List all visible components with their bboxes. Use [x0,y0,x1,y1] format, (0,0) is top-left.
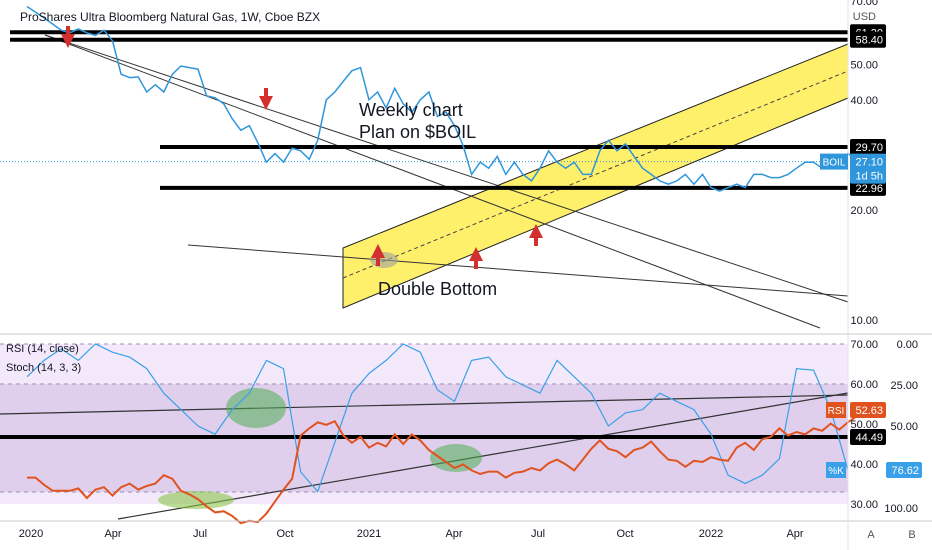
rsi-tick-label: 70.00 [850,339,878,351]
rsi-tick-label: 60.00 [850,379,878,391]
rsi-pane: RSI (14, close) Stoch (14, 3, 3) [0,333,932,525]
arrow-icon [61,26,75,48]
countdown-label: 1d 5h [855,171,883,183]
rsi-ellipse-low [158,491,234,509]
level-tag-4: 22.96 [855,183,883,195]
rsi-tick-label: 40.00 [850,459,878,471]
level-tag-3-bg [850,139,886,156]
annotation-double-bottom: Double Bottom [378,279,497,299]
rsi-series-line [27,412,866,525]
rsi-level-bg [850,429,886,445]
price-tick-top: 70.00 [850,0,878,8]
rsi-ellipse-top [226,388,286,428]
stoch-value: 76.62 [891,465,919,477]
level-tag-2: 58.40 [855,35,883,47]
stoch-tick-label: 0.00 [897,339,918,351]
annotation-weekly-chart: Weekly chart [359,100,463,120]
rsi-value: 52.63 [855,405,883,417]
rsi-trendline-lower [117,392,849,520]
time-tick-label: 2021 [357,528,381,540]
buy-marker-2 [469,247,483,269]
price-series-line [26,5,866,192]
rsi-ellipse-mid [430,444,482,472]
buy-marker-3 [529,224,543,246]
price-tick-label: 50.00 [850,59,878,71]
price-tick-label: 20.00 [850,205,878,217]
trendline-steep [44,34,821,329]
arrow-icon [259,88,273,110]
level-tag-3: 29.70 [855,142,883,154]
time-tick-label: Apr [445,528,462,540]
chart-title: ProShares Ultra Bloomberg Natural Gas, 1… [20,10,320,24]
buy-marker-1 [371,244,385,266]
stoch-value-bg [886,462,922,478]
time-tick-label: Jul [531,528,545,540]
rsi-tag-bg [826,402,846,418]
rsi-tick-label: 30.00 [850,499,878,511]
last-price-tag: 27.10 [855,157,883,169]
stoch-tick-label: 100.00 [884,503,918,515]
symbol-tag-bg [820,153,848,170]
time-tick-label: 2020 [19,528,43,540]
time-tick-label: Jul [193,528,207,540]
rsi-title: RSI (14, close) [6,343,79,355]
rsi-level-tag: 44.49 [855,432,883,444]
stoch-tick-label: 50.00 [890,421,918,433]
last-price-tag-bg [850,153,886,184]
stoch-tag-bg [826,462,846,478]
stoch-title: Stoch (14, 3, 3) [6,362,81,374]
time-tick-label: Apr [104,528,121,540]
annotation-plan: Plan on $BOIL [359,122,476,142]
time-tick-label: 2022 [699,528,723,540]
sell-marker-1 [61,26,75,48]
symbol-tag: BOIL [823,158,846,169]
trendline-lower [187,244,849,297]
price-tick-label: 40.00 [850,95,878,107]
time-tick-label: Apr [786,528,803,540]
stoch-tag: %K [828,466,844,477]
price-tick-label: 10.00 [850,315,878,327]
rsi-tick-label: 50.00 [850,419,878,431]
arrow-icon [469,247,483,269]
auto-scale-button[interactable]: A [867,529,875,541]
currency-label: USD [853,11,876,23]
rsi-trendline-upper [0,394,849,415]
level-tag-2-bg [850,31,886,48]
sell-marker-2 [259,88,273,110]
time-tick-label: Oct [616,528,633,540]
level-tag-4-bg [850,179,886,196]
time-tick-label: Oct [276,528,293,540]
trendline-upper [44,34,849,303]
log-scale-button[interactable]: B [908,529,915,541]
arrow-icon [371,244,385,266]
rsi-value-bg [850,402,886,418]
arrow-icon [529,224,543,246]
stoch-series-line [26,343,849,493]
stoch-tick-label: 25.00 [890,380,918,392]
rsi-tag: RSI [828,406,845,417]
